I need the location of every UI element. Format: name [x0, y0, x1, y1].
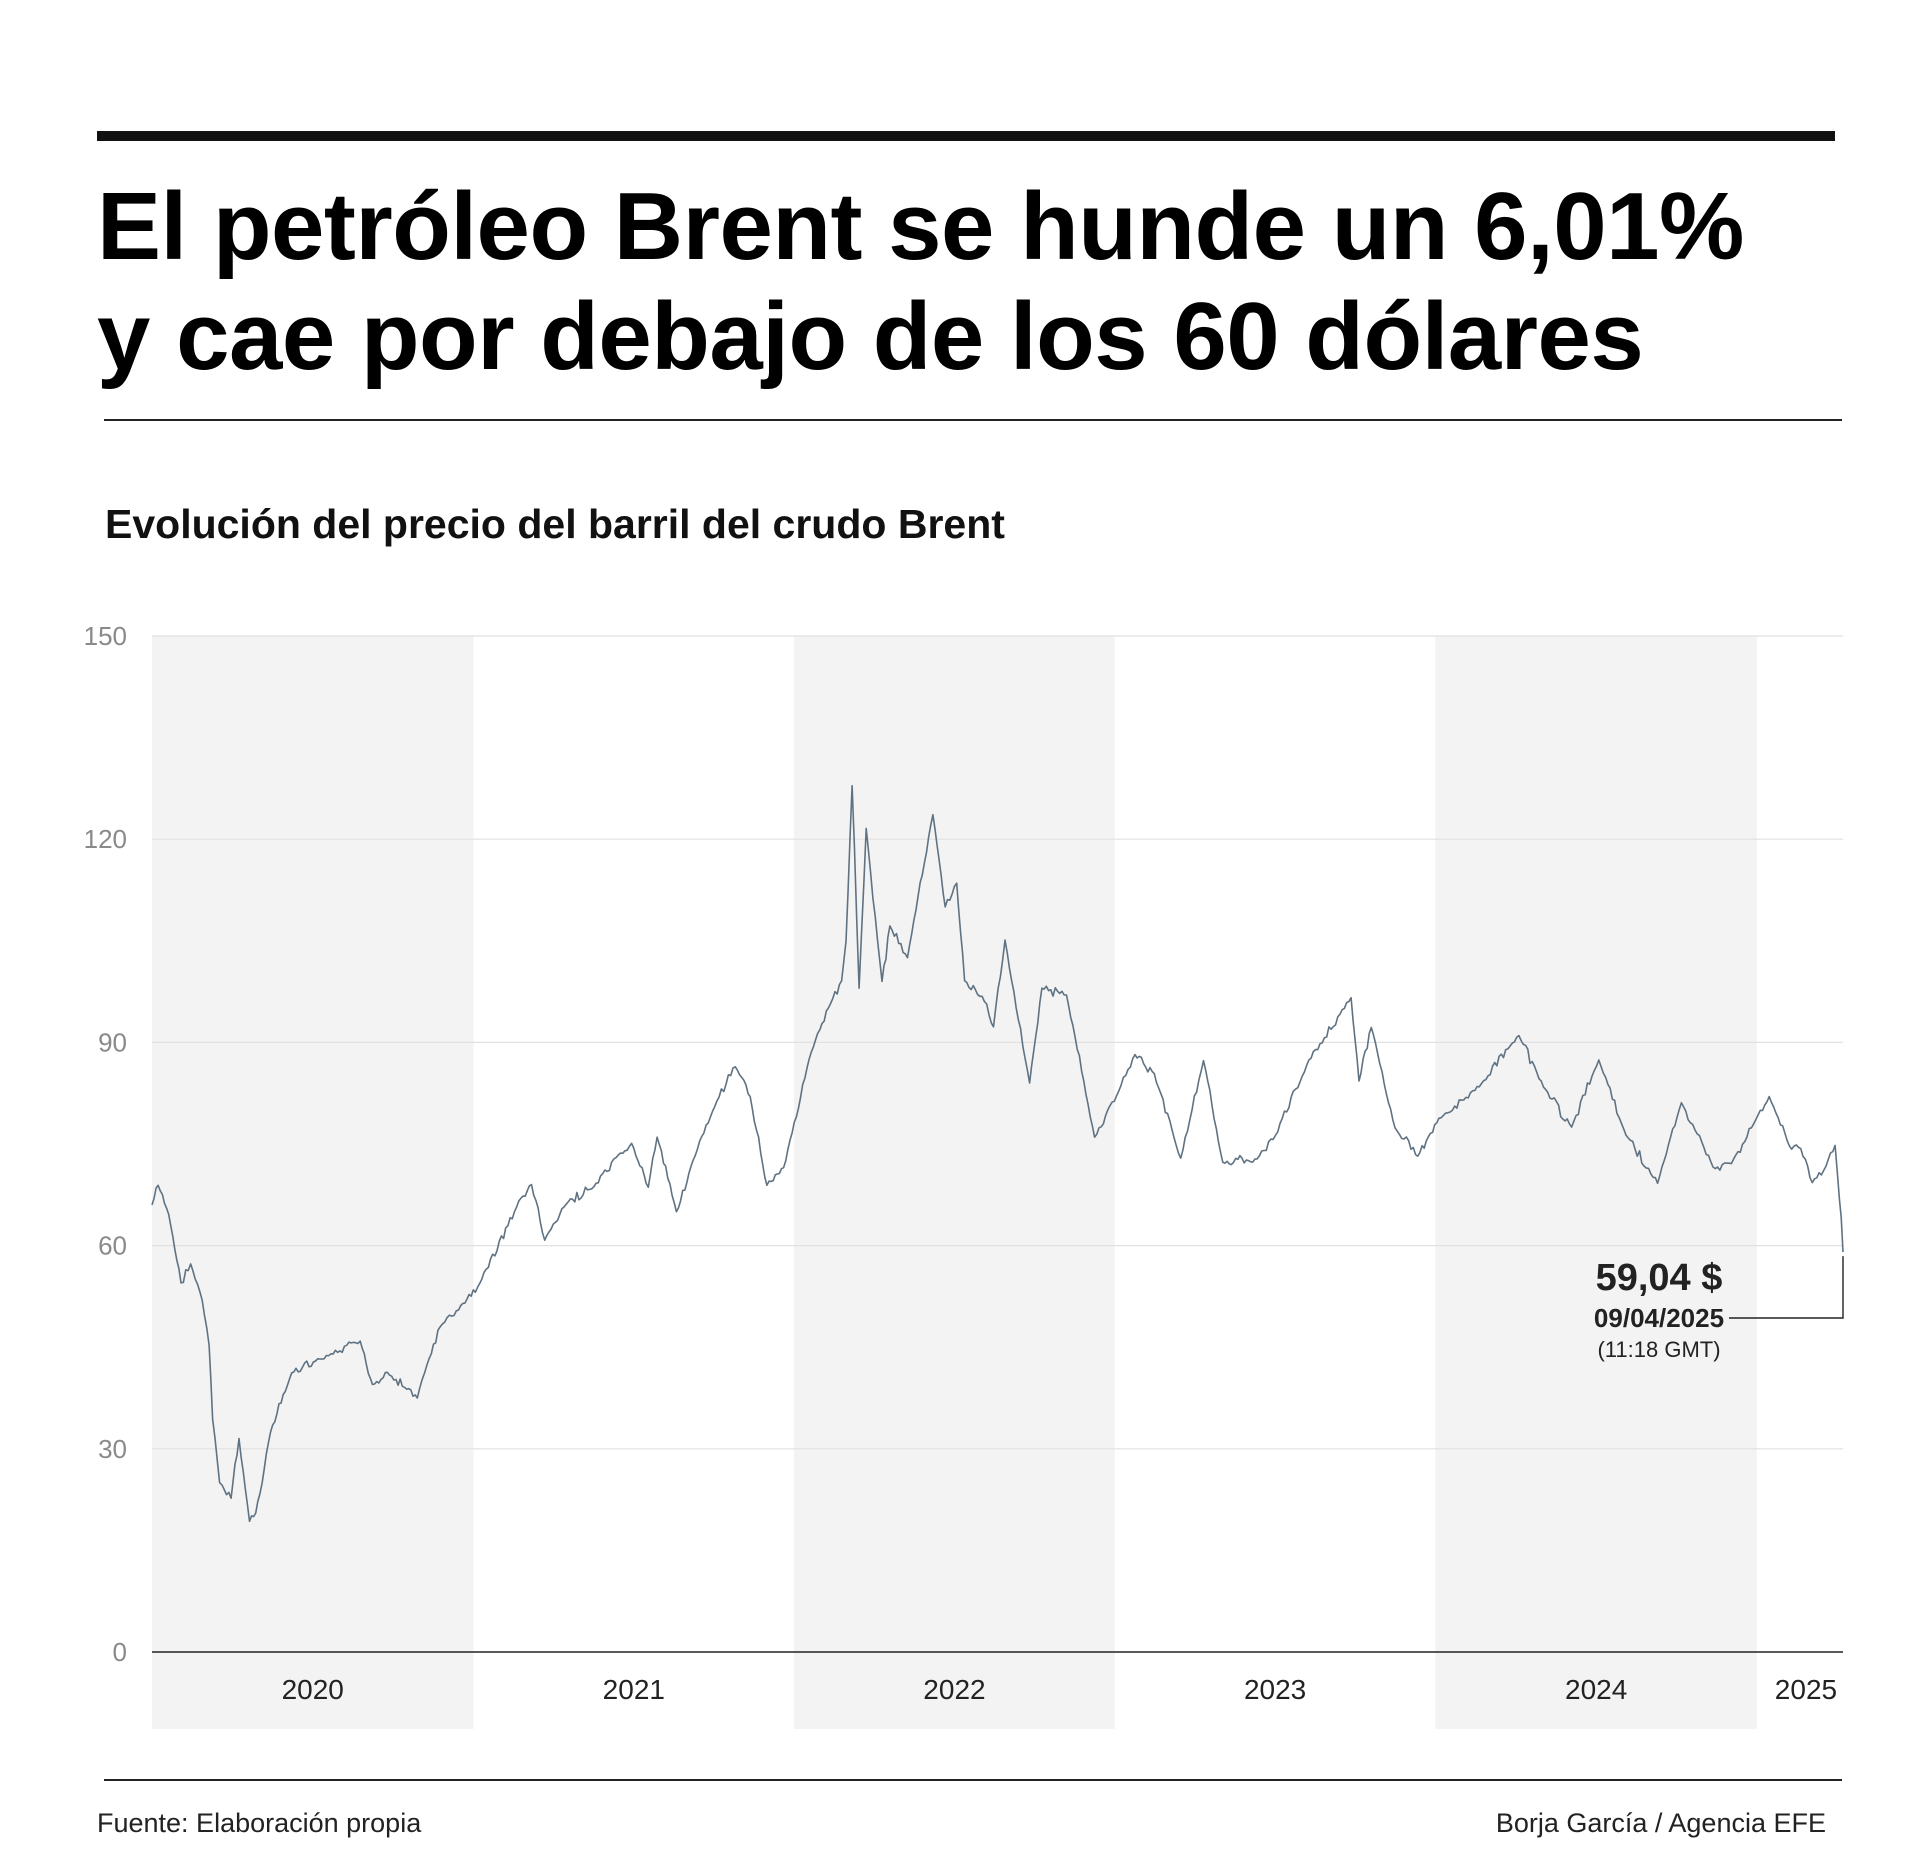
y-tick-label-0: 0	[113, 1637, 127, 1667]
y-tick-label-120: 120	[84, 824, 127, 854]
x-tick-label-2024: 2024	[1565, 1674, 1627, 1705]
year-band-2022	[794, 636, 1115, 1729]
year-band-2024	[1435, 636, 1757, 1729]
series-line-brent	[151, 784, 1844, 1523]
headline-line-2: y cae por debajo de los 60 dólares	[97, 283, 1644, 390]
annotation-value: 59,04 $	[1596, 1257, 1723, 1299]
x-tick-label-2025: 2025	[1775, 1674, 1837, 1705]
x-tick-label-2022: 2022	[923, 1674, 985, 1705]
source-note: Fuente: Elaboración propia	[97, 1808, 422, 1838]
x-tick-labels: 2020 2021 2022 2023 2024 2025	[282, 1674, 1837, 1705]
annotation-date: 09/04/2025	[1594, 1303, 1724, 1333]
y-tick-label-90: 90	[98, 1027, 127, 1057]
chart-title: Evolución del precio del barril del crud…	[105, 501, 1005, 547]
year-bands	[152, 636, 1757, 1729]
last-value-annotation: 59,04 $ 09/04/2025 (11:18 GMT)	[1594, 1256, 1844, 1362]
x-tick-label-2020: 2020	[282, 1674, 344, 1705]
y-tick-labels: 0 30 60 90 120 150	[84, 621, 127, 1667]
header-divider	[104, 419, 1842, 421]
headline-line-1: El petróleo Brent se hunde un 6,01%	[97, 173, 1744, 280]
gridlines	[152, 635, 1843, 1450]
y-tick-label-60: 60	[98, 1231, 127, 1261]
top-rule	[97, 131, 1835, 141]
annotation-time: (11:18 GMT)	[1597, 1337, 1720, 1362]
annotation-leader-line	[1729, 1256, 1844, 1319]
footer-divider	[104, 1779, 1842, 1781]
y-tick-label-30: 30	[98, 1434, 127, 1464]
headline: El petróleo Brent se hunde un 6,01% y ca…	[97, 172, 1837, 392]
year-band-2020	[152, 636, 474, 1729]
credit-note: Borja García / Agencia EFE	[1495, 1808, 1826, 1838]
x-tick-label-2023: 2023	[1244, 1674, 1306, 1705]
x-tick-label-2021: 2021	[603, 1674, 665, 1705]
y-tick-label-150: 150	[84, 621, 127, 651]
